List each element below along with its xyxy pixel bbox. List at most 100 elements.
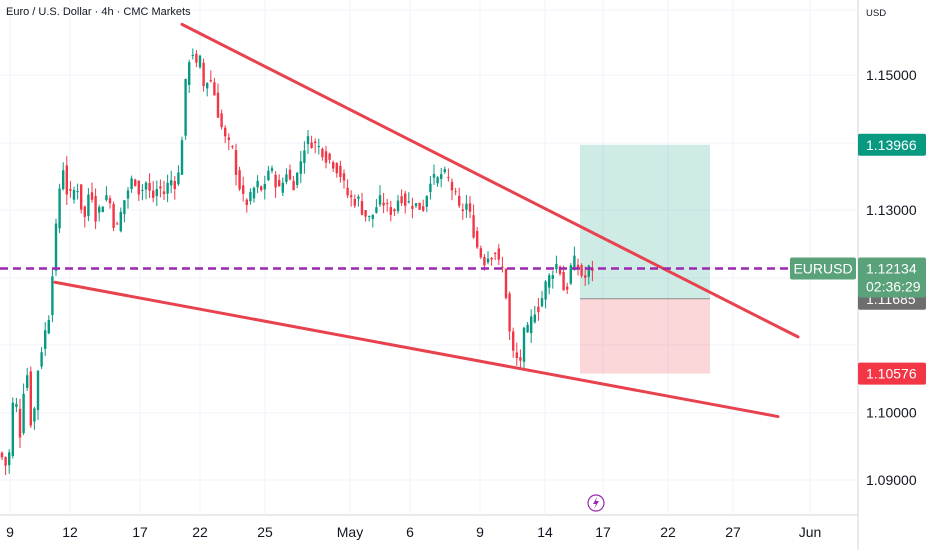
candle-body [155,189,158,197]
candle-body [497,248,500,260]
time-axis-tick: Jun [799,524,822,540]
candle-body [573,255,576,270]
candle-body [105,195,108,201]
candle-body [533,314,536,323]
candle-body [29,371,32,426]
position-profit-zone [580,144,710,299]
candle-body [202,62,205,87]
candle-body [515,352,518,359]
candle-body [458,195,461,206]
candle-body [580,265,583,276]
candle-body [11,402,14,456]
candle-body [83,206,86,217]
candle-body [353,198,356,206]
candle-body [62,170,65,190]
candle-body [310,142,313,149]
candle-body [486,258,490,263]
candle-body [26,375,29,388]
stop-loss-tag-label: 1.10576 [866,366,917,382]
last-price-value: 1.12134 [866,260,917,276]
candle-body [540,298,544,307]
candle-body [386,203,389,205]
candle-body [288,169,292,180]
candle-body [357,196,360,199]
candle-body [562,271,565,291]
candle-body [209,80,212,82]
candle-body [191,54,194,56]
candle-body [101,206,104,213]
candle-body [468,203,472,212]
candle-body [180,140,184,175]
candle-body [123,200,126,215]
time-axis-tick: 14 [537,524,553,540]
price-axis-tick: 1.15000 [866,67,917,83]
candle-body [270,168,274,171]
candle-body [4,457,7,466]
candle-body [116,223,119,225]
candle-body [569,265,572,284]
time-axis-tick: May [337,524,363,540]
candle-body [461,209,464,211]
candle-body [249,191,252,202]
candle-body [58,188,61,229]
candle-body [425,196,428,207]
candle-body [195,53,198,63]
time-axis-tick: 25 [257,524,273,540]
candle-body [404,193,407,206]
symbol-tag-label: EURUSD [793,260,852,276]
candle-body [242,185,245,194]
candle-body [371,214,374,219]
candle-body [530,316,533,334]
candle-body [173,181,176,189]
candle-body [213,82,216,96]
candle-body [393,209,396,212]
candle-body [224,127,227,137]
candle-body [436,177,439,184]
candle-body [429,183,432,193]
candle-body [15,403,18,407]
candle-body [350,195,353,198]
candle-body [576,264,580,269]
time-axis-tick: 17 [132,524,148,540]
candle-body [587,265,590,277]
candle-body [418,202,421,210]
candle-body [454,191,457,193]
candle-body [584,275,587,278]
trendline-lower [53,280,780,419]
candle-body [335,163,338,174]
candle-body [22,393,25,434]
candle-body [87,194,90,217]
candle-body [54,223,58,271]
stop-loss-tag [858,362,926,385]
candle-body [519,357,522,361]
candle-body [108,198,112,204]
candle-body [479,248,482,258]
candle-body [504,268,508,299]
candle-body [548,275,551,288]
candle-body [494,252,497,254]
candle-body [472,215,475,238]
candle-body [551,275,554,279]
candle-body [389,207,392,215]
candle-body [306,136,310,145]
candle-body [368,215,371,217]
candle-body [314,141,317,144]
candle-body [159,186,162,189]
last-price-countdown: 02:36:29 [866,278,921,294]
candle-body [332,162,335,169]
candle-body [422,206,425,211]
candle-body [256,180,259,188]
candle-body [508,293,511,332]
candle-body [400,196,403,204]
candle-body [188,62,191,85]
candle-body [44,330,47,349]
take-profit-tag-label: 1.13966 [866,137,917,153]
time-axis-tick: 9 [476,524,484,540]
candle-body [65,165,68,195]
time-axis-tick: 12 [62,524,78,540]
candle-body [36,370,40,410]
candle-body [69,189,72,191]
candle-body [33,408,36,422]
time-axis-tick: 9 [6,524,14,540]
